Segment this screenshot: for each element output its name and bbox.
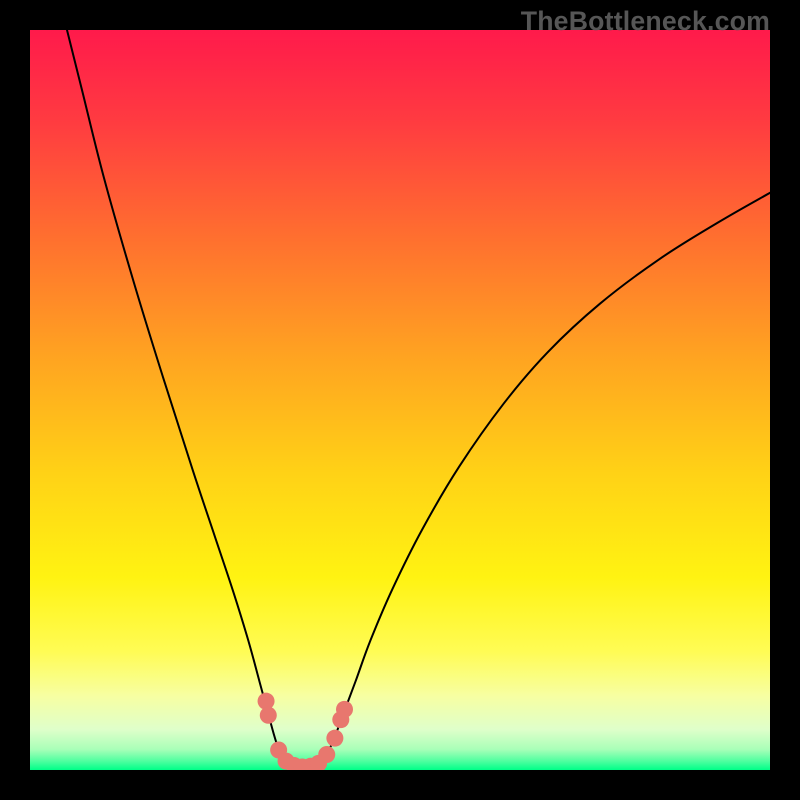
marker-point bbox=[336, 701, 353, 718]
watermark-text: TheBottleneck.com bbox=[521, 6, 770, 37]
chart-frame: TheBottleneck.com bbox=[0, 0, 800, 800]
marker-point bbox=[318, 746, 335, 763]
plot-area bbox=[30, 30, 770, 770]
plot-background bbox=[30, 30, 770, 770]
marker-point bbox=[326, 730, 343, 747]
marker-point bbox=[260, 707, 277, 724]
plot-svg bbox=[30, 30, 770, 770]
